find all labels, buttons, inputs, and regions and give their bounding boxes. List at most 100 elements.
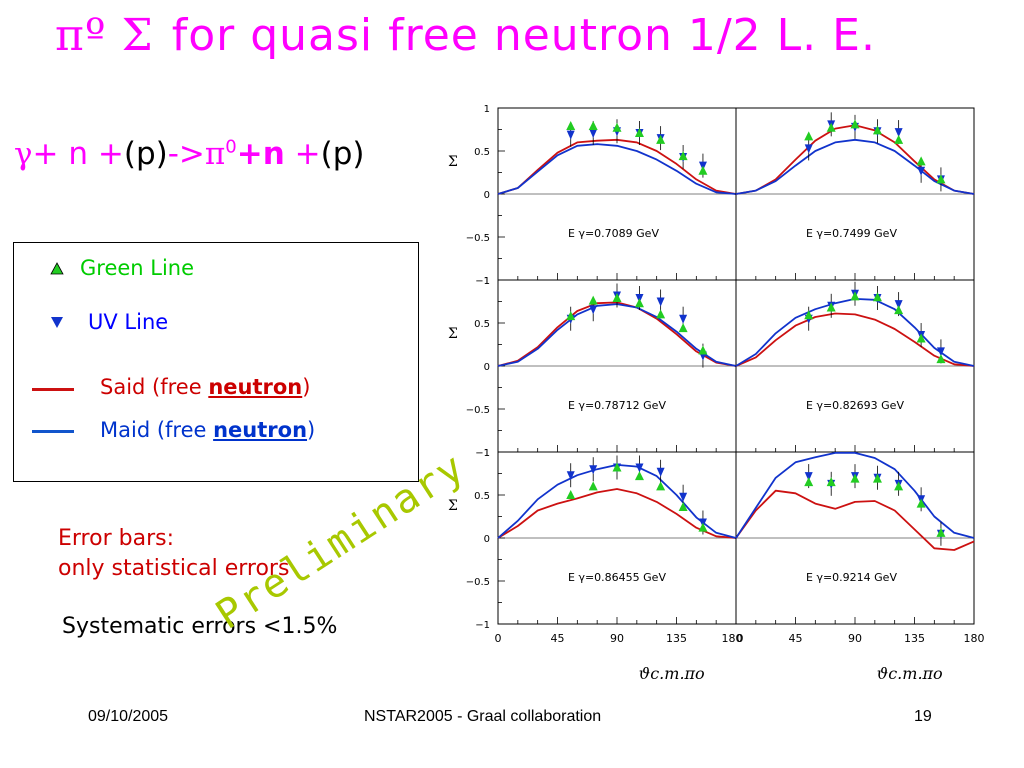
- uv-point: [936, 347, 945, 357]
- legend-green-label: Green Line: [80, 256, 195, 280]
- panel-1: E γ=0.7089 GeV Σ: [448, 107, 737, 281]
- green-point: [850, 119, 860, 129]
- x-tick-label: 90: [848, 632, 862, 645]
- slide-title: πº Σ for quasi free neutron 1/2 L. E.: [55, 10, 1015, 70]
- y-tick-label: 0: [484, 534, 490, 545]
- x-tick-label: 0: [737, 632, 744, 645]
- reaction-n-2: n: [262, 136, 285, 172]
- green-point: [936, 354, 946, 364]
- green-point: [872, 473, 882, 483]
- green-point: [916, 333, 926, 343]
- reaction-pi-sup: 0: [225, 136, 237, 158]
- x-tick-label: 90: [610, 632, 624, 645]
- green-point: [826, 122, 836, 132]
- green-point: [850, 473, 860, 483]
- green-point: [656, 481, 666, 491]
- energy-label: E γ=0.86455 GeV: [568, 571, 666, 584]
- reaction-plus-3: +: [236, 136, 263, 172]
- green-point: [894, 305, 904, 315]
- systematic-note: Systematic errors <1.5%: [62, 614, 338, 639]
- error-note-line-1: Error bars:: [58, 526, 174, 551]
- title-greek: πº Σ: [55, 10, 154, 61]
- y-tick-label: 0: [484, 190, 490, 201]
- green-point: [872, 125, 882, 135]
- panel-5: E γ=0.86455 GeV Σ: [448, 451, 737, 625]
- y-tick-label: −1: [475, 620, 490, 631]
- footer-date: 09/10/2005: [88, 708, 169, 725]
- y-tick-label: −1: [475, 448, 490, 459]
- legend-uv-label: UV Line: [88, 310, 169, 334]
- reaction-p-1: (p): [123, 136, 168, 172]
- green-point: [698, 345, 708, 355]
- legend-said-bold: neutron: [208, 375, 303, 399]
- x-tick-label: 180: [722, 632, 743, 645]
- green-point: [678, 502, 688, 512]
- reaction-n-1: n: [68, 136, 89, 172]
- uv-point: [894, 300, 903, 310]
- uv-marker-icon: [51, 317, 63, 328]
- y-tick-label: 1: [484, 104, 490, 115]
- uv-point: [804, 472, 813, 482]
- energy-label: E γ=0.7089 GeV: [568, 227, 659, 240]
- reaction-formula: γ+ n +(p)->π0+n +(p): [14, 136, 444, 186]
- y-tick-label: 0.5: [474, 147, 490, 158]
- reaction-plus-1: +: [32, 136, 69, 172]
- maid-curve: [735, 138, 975, 195]
- green-point: [678, 323, 688, 333]
- y-tick-label: 0.5: [474, 319, 490, 330]
- green-point: [612, 122, 622, 132]
- y-tick-label: −0.5: [466, 577, 490, 588]
- maid-curve: [497, 143, 737, 195]
- green-point: [804, 477, 814, 487]
- green-point: [916, 156, 926, 166]
- uv-point: [589, 465, 598, 475]
- footer-center: NSTAR2005 - Graal collaboration: [364, 708, 602, 725]
- sigma-asymmetry-chart: E γ=0.7089 GeV Σ E γ=0.7499 GeV E γ=0.78712…: [448, 104, 985, 683]
- panel-4: E γ=0.82693 GeV: [735, 279, 975, 453]
- x-tick-label: 45: [789, 632, 803, 645]
- green-point: [894, 481, 904, 491]
- green-point: [804, 310, 814, 320]
- green-point: [826, 302, 836, 312]
- uv-point: [679, 314, 688, 324]
- green-point: [678, 151, 688, 161]
- green-point: [936, 174, 946, 184]
- y-tick-label: 1: [484, 448, 490, 459]
- error-note: Error bars: only statistical errors: [58, 524, 378, 584]
- uv-point: [635, 463, 644, 473]
- reaction-plus-4: +: [284, 136, 321, 172]
- uv-point: [589, 305, 598, 315]
- green-point: [804, 131, 814, 141]
- reaction-gamma: γ: [14, 136, 33, 172]
- x-tick-label: 135: [904, 632, 925, 645]
- x-tick-label: 135: [666, 632, 687, 645]
- y-tick-label: 0.5: [474, 491, 490, 502]
- x-axis-label: ϑc.m.πo: [877, 664, 943, 683]
- legend-box: [13, 242, 419, 482]
- green-point: [634, 471, 644, 481]
- panel-2: E γ=0.7499 GeV: [735, 107, 975, 281]
- y-axis-label: Σ: [448, 154, 458, 170]
- green-point: [566, 121, 576, 131]
- uv-point: [566, 130, 575, 140]
- green-point: [634, 127, 644, 137]
- green-point: [698, 522, 708, 532]
- energy-label: E γ=0.78712 GeV: [568, 399, 666, 412]
- y-tick-label: −0.5: [466, 233, 490, 244]
- x-tick-label: 180: [964, 632, 985, 645]
- uv-point: [917, 166, 926, 176]
- green-point: [656, 134, 666, 144]
- green-point: [612, 462, 622, 472]
- y-axis-label: Σ: [448, 498, 458, 514]
- y-axis-label: Σ: [448, 326, 458, 342]
- maid-curve: [735, 452, 975, 539]
- reaction-pi: π: [204, 136, 226, 172]
- green-point: [634, 298, 644, 308]
- reaction-plus-2: +: [88, 136, 124, 172]
- green-point: [850, 291, 860, 301]
- green-point: [588, 121, 598, 131]
- panel-3: E γ=0.78712 GeV Σ: [448, 279, 737, 453]
- green-point: [612, 293, 622, 303]
- reaction-arrow: ->: [167, 136, 205, 172]
- said-curve: [497, 488, 737, 539]
